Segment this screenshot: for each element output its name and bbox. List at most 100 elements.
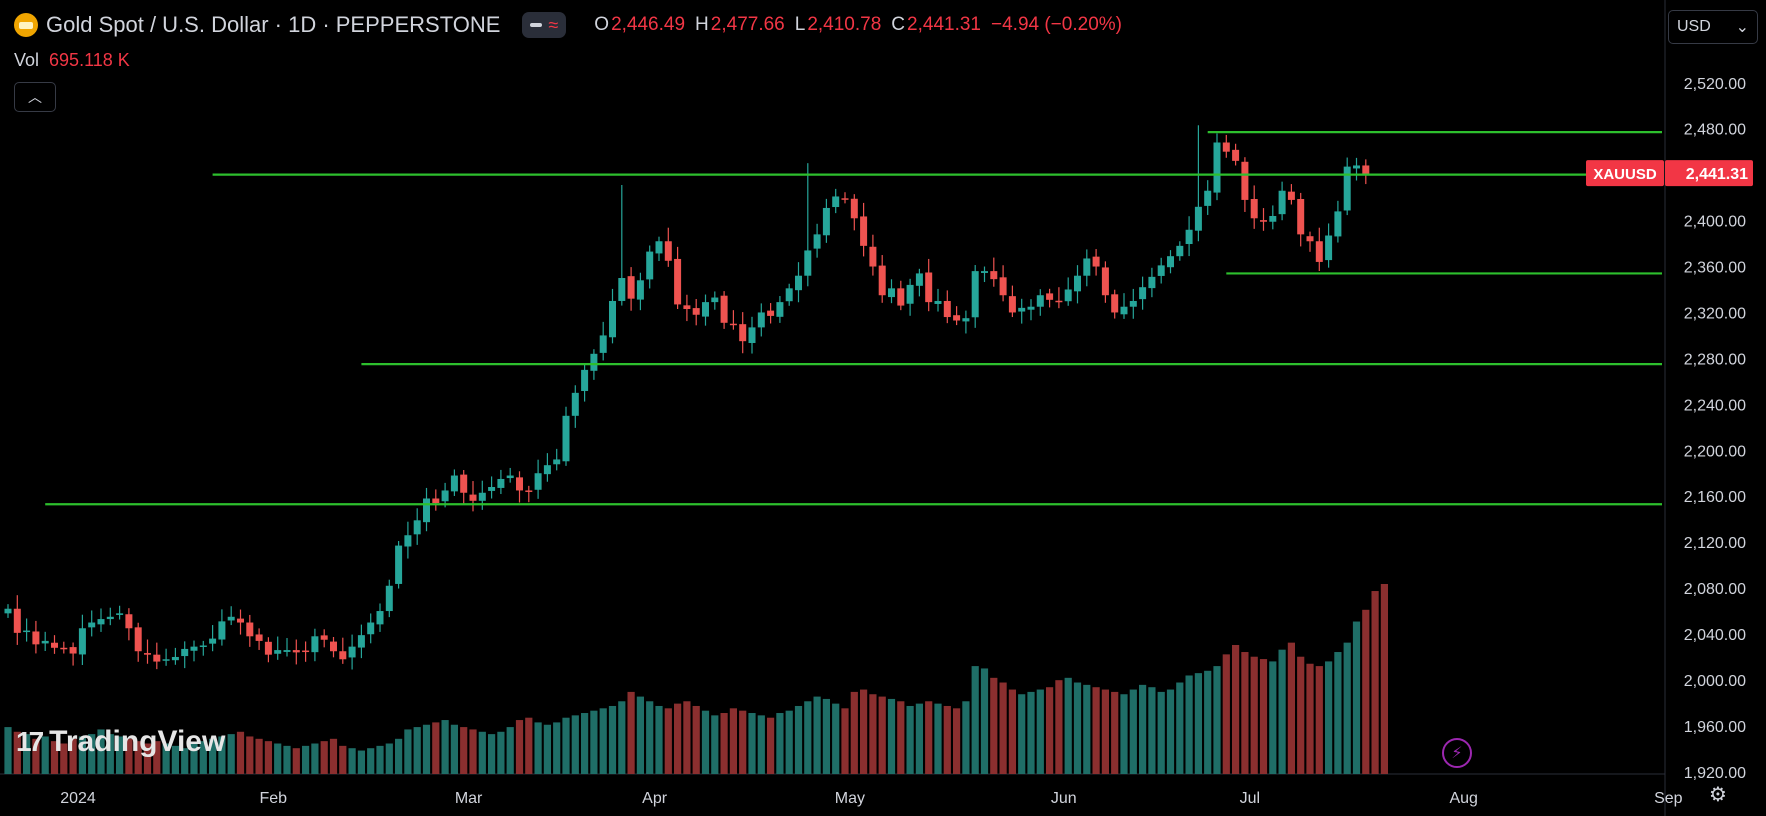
candle-body (711, 297, 719, 303)
time-tick-label: Feb (260, 790, 288, 807)
indicator-toggle[interactable]: ≈ (522, 12, 567, 38)
volume-bar (4, 727, 12, 774)
symbol-tag (1586, 160, 1664, 187)
candle-body (1018, 307, 1026, 312)
candle-body (69, 647, 77, 654)
candle-body (255, 634, 263, 641)
volume-bar (999, 682, 1007, 774)
candle-body (1008, 296, 1016, 313)
volume-bar (943, 705, 951, 774)
volume-bar (711, 715, 719, 774)
volume-value: 695.118 K (49, 50, 130, 70)
candle-body (1269, 215, 1277, 222)
candle-body (450, 475, 458, 492)
volume-bar (953, 708, 961, 774)
candle-body (144, 653, 151, 655)
candle-body (385, 585, 393, 612)
candle-body (1055, 300, 1063, 303)
volume-bar (1064, 677, 1072, 774)
symbol-title[interactable]: Gold Spot / U.S. Dollar · 1D · PEPPERSTO… (46, 12, 501, 37)
candle-body (990, 271, 998, 280)
candle-body (218, 621, 226, 640)
volume-bar (832, 703, 840, 774)
candle-body (348, 646, 356, 658)
candle-body (246, 622, 254, 637)
price-tick-label: 2,360.00 (1684, 260, 1746, 277)
candle-body (590, 353, 598, 371)
candle-body (962, 318, 970, 322)
volume-bar (78, 736, 86, 774)
volume-bar (813, 696, 821, 774)
volume-bar (199, 741, 207, 774)
candle-body (999, 277, 1007, 296)
candle-body (832, 196, 840, 208)
candle-body (822, 207, 830, 236)
volume-bar (1111, 691, 1119, 774)
candle-body (106, 616, 114, 620)
candle-body (432, 498, 440, 504)
candle-body (850, 198, 858, 219)
volume-bar (729, 708, 737, 774)
volume-bar (748, 713, 756, 774)
lightning-icon[interactable]: ⚡ (1442, 738, 1472, 768)
candle-body (478, 492, 486, 501)
volume-bar (1157, 691, 1165, 774)
candle-body (934, 300, 942, 304)
volume-bar (776, 713, 784, 774)
candle-body (683, 305, 691, 310)
volume-bar (962, 701, 970, 774)
volume-bar (562, 717, 570, 774)
volume-bar (720, 713, 728, 774)
volume-bar (1194, 673, 1202, 774)
volume-bar (1204, 670, 1212, 774)
volume-bar (878, 696, 886, 774)
volume-bar (627, 691, 635, 774)
change-value: −4.94 (−0.20%) (991, 14, 1122, 35)
volume-bar (674, 703, 682, 774)
volume-bar (422, 724, 431, 774)
candle-body (237, 618, 244, 623)
volume-bar (1139, 684, 1147, 774)
candle-body (646, 251, 654, 280)
candle-body (1204, 190, 1212, 206)
volume-bar (739, 710, 747, 774)
candle-body (395, 545, 403, 584)
candle-body (330, 641, 337, 652)
candle-body (292, 650, 300, 653)
high-value: 2,477.66 (710, 14, 785, 35)
time-tick-label: Mar (455, 790, 483, 807)
gold-symbol-icon (14, 13, 38, 37)
volume-bar (190, 743, 198, 774)
volume-bar (925, 701, 933, 774)
candle-body (729, 323, 737, 326)
candle-body (553, 459, 561, 465)
currency-selector[interactable]: USD ⌄ (1668, 10, 1758, 44)
candle-body (981, 271, 988, 273)
candle-body (1353, 165, 1360, 169)
collapse-legend-button[interactable]: ︿ (14, 82, 56, 112)
volume-bar (794, 705, 803, 774)
candle-body (1167, 256, 1174, 268)
chevron-up-icon: ︿ (28, 89, 42, 105)
candle-body (1027, 306, 1035, 310)
volume-label: Vol (14, 50, 40, 70)
candle-body (376, 611, 384, 625)
settings-icon[interactable]: ⚙ (1709, 784, 1727, 806)
last-price-text: 2,441.31 (1686, 166, 1748, 183)
candle-body (190, 646, 198, 651)
candlesticks (4, 125, 1370, 670)
volume-bar (1176, 682, 1184, 774)
volume-bar (934, 703, 942, 774)
volume-bar (413, 727, 421, 774)
candle-body (171, 656, 179, 661)
volume-bar (264, 741, 272, 774)
candle-body (1092, 256, 1100, 267)
candle-body (60, 647, 68, 650)
volume-bar (897, 701, 905, 774)
candle-body (1185, 229, 1193, 245)
candle-body (739, 324, 747, 342)
volume-bar (785, 710, 793, 774)
volume-bar (1027, 691, 1035, 774)
candle-body (534, 473, 542, 490)
